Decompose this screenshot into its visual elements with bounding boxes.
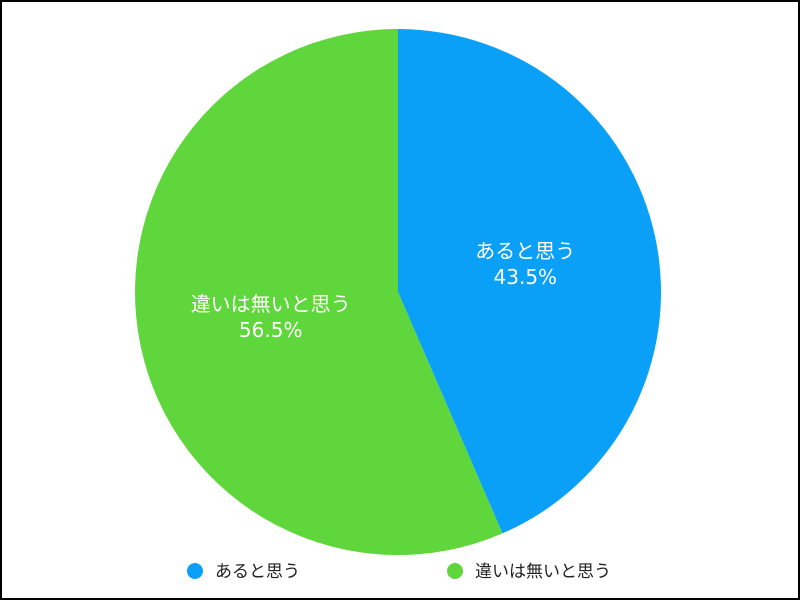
slice-category-label: 違いは無いと思う: [191, 292, 351, 316]
slice-value-label: 56.5%: [239, 318, 303, 342]
legend-marker: [447, 563, 463, 579]
slice-category-label: あると思う: [475, 239, 575, 263]
legend-label: 違いは無いと思う: [475, 562, 611, 582]
legend-marker: [187, 563, 203, 579]
legend-label: あると思う: [215, 562, 300, 582]
slice-value-label: 43.5%: [494, 265, 558, 289]
pie-slice: [398, 29, 661, 534]
pie-slice: [134, 29, 503, 555]
